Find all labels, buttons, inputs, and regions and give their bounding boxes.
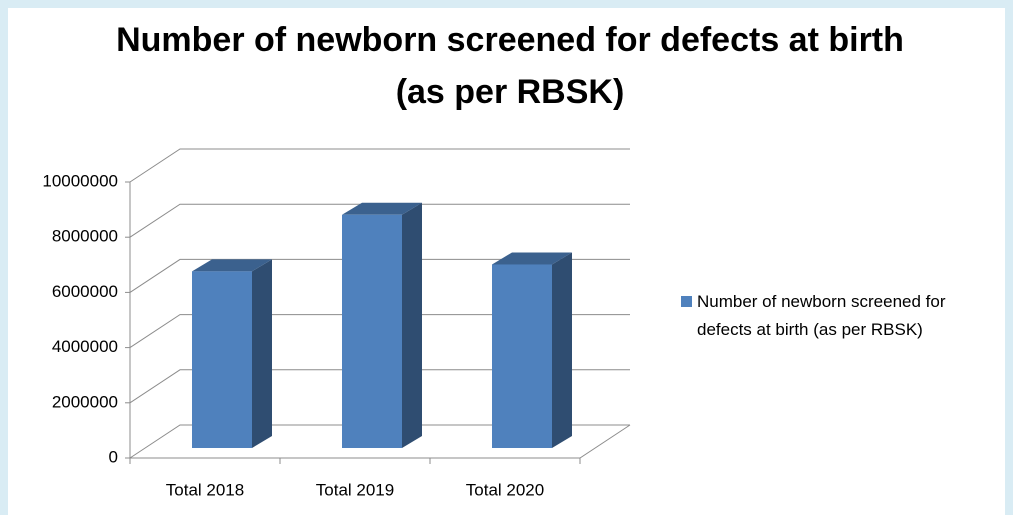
bar: [492, 264, 552, 448]
y-tick-label: 6000000: [52, 282, 118, 301]
grid-line: [129, 369, 630, 404]
bar-top: [192, 259, 272, 272]
x-tick-label: Total 2020: [466, 480, 544, 499]
bar-side: [402, 202, 422, 448]
grid-line: [129, 424, 630, 459]
grid-line: [129, 203, 630, 238]
bar: [342, 214, 402, 448]
y-tick-label: 8000000: [52, 227, 118, 246]
x-tick-label: Total 2018: [166, 480, 244, 499]
legend-swatch: [681, 296, 692, 307]
bar-side: [252, 259, 272, 448]
chart-title: Number of newborn screened for defects a…: [116, 21, 904, 111]
y-tick-label: 10000000: [42, 171, 118, 190]
bar: [192, 271, 252, 448]
y-tick-label: 4000000: [52, 337, 118, 356]
y-tick-label: 0: [109, 447, 118, 466]
y-tick-label: 2000000: [52, 392, 118, 411]
grid-line: [129, 148, 630, 183]
grid-line: [129, 314, 630, 349]
x-tick-label: Total 2019: [316, 480, 394, 499]
legend-label: Number of newborn screened for defects a…: [697, 292, 946, 339]
bar-side: [552, 252, 572, 448]
bar-top: [492, 252, 572, 265]
grid-line: [129, 258, 630, 293]
bar-top: [342, 202, 422, 215]
